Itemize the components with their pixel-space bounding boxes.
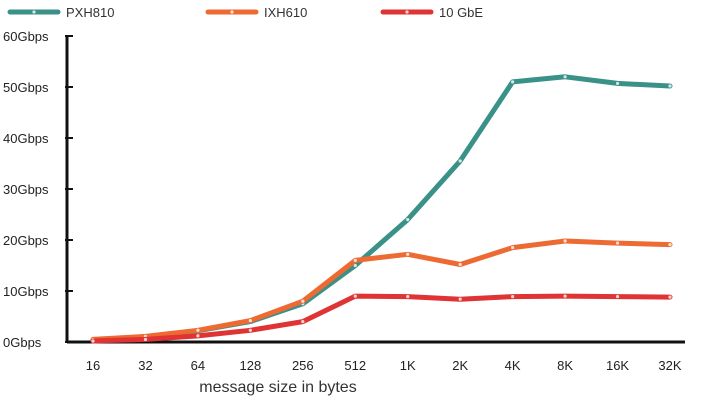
data-point <box>406 218 410 222</box>
data-point <box>248 318 252 323</box>
y-tick-label: 10Gbps <box>3 284 49 299</box>
data-point <box>563 294 567 298</box>
data-point <box>91 339 95 343</box>
data-point <box>668 242 672 247</box>
x-tick-label: 256 <box>292 358 314 373</box>
x-tick-label: 8K <box>557 358 573 373</box>
data-point <box>406 252 410 256</box>
data-point <box>301 299 305 303</box>
series-lines <box>90 74 673 344</box>
series-line <box>90 74 673 343</box>
series-line <box>90 238 673 342</box>
legend-marker <box>32 10 36 14</box>
y-tick-label: 20Gbps <box>3 233 49 248</box>
data-point <box>458 159 462 163</box>
data-point <box>196 328 200 332</box>
x-tick-label: 1K <box>400 358 416 373</box>
x-tick-label: 32 <box>138 358 152 373</box>
x-tick-label: 4K <box>505 358 521 373</box>
x-tick-label: 64 <box>191 358 205 373</box>
series-pxh810 <box>90 74 673 343</box>
y-tick-label: 0Gbps <box>3 335 42 350</box>
series-line <box>90 293 673 344</box>
x-axis: 16 32 64 128 256 512 1K 2K 4K 8K 16K 32K <box>67 340 685 373</box>
legend-label: 10 GbE <box>439 5 483 20</box>
data-point <box>668 84 672 88</box>
data-point <box>615 241 620 245</box>
data-point <box>511 295 515 299</box>
data-point <box>458 262 462 267</box>
y-tick-label: 40Gbps <box>3 131 49 146</box>
x-tick-label: 128 <box>240 358 262 373</box>
data-point <box>563 239 567 243</box>
data-point <box>353 294 357 298</box>
x-tick-label: 2K <box>452 358 468 373</box>
data-point <box>458 297 462 301</box>
y-tick-label: 60Gbps <box>3 29 49 44</box>
data-point <box>615 81 620 86</box>
series-ixh610 <box>90 238 673 342</box>
data-point <box>668 295 672 299</box>
data-point <box>615 295 620 299</box>
data-point <box>406 295 410 299</box>
x-tick-label: 16 <box>86 358 100 373</box>
y-axis: 0Gbps 10Gbps 20Gbps 30Gbps 40Gbps 50Gbps 60Gbp… <box>3 29 73 350</box>
x-tick-label: 16K <box>606 358 629 373</box>
data-point <box>511 80 515 84</box>
data-point <box>248 328 252 332</box>
data-point <box>143 337 148 342</box>
series-10-gbe <box>90 293 673 344</box>
y-tick-label: 50Gbps <box>3 80 49 95</box>
legend: PXH810 IXH610 10 GbE <box>7 5 483 20</box>
data-point <box>353 263 357 268</box>
data-point <box>563 75 567 79</box>
data-point <box>301 320 305 324</box>
x-tick-label: 512 <box>344 358 366 373</box>
data-point <box>353 258 357 262</box>
legend-marker <box>405 10 409 14</box>
data-point <box>196 334 200 338</box>
x-axis-title: message size in bytes <box>199 379 356 396</box>
y-tick-label: 30Gbps <box>3 182 49 197</box>
x-tick-label: 32K <box>658 358 681 373</box>
legend-label: IXH610 <box>264 5 307 20</box>
legend-label: PXH810 <box>66 5 114 20</box>
data-point <box>511 246 515 250</box>
legend-marker <box>230 10 234 14</box>
